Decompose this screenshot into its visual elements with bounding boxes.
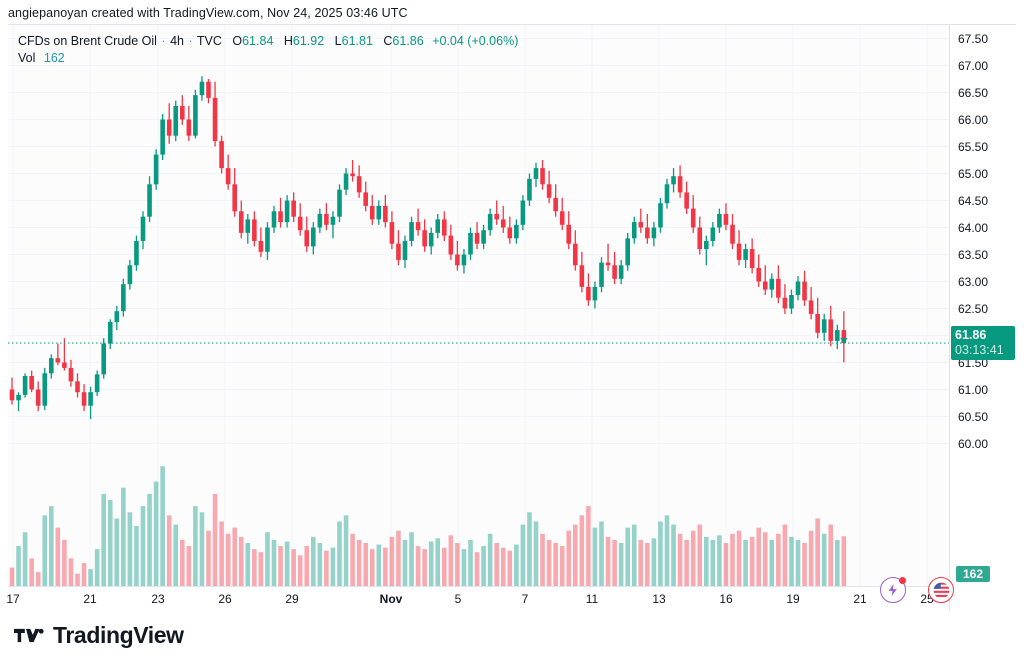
time-axis-tick: 16 (719, 592, 733, 606)
time-axis-tick: 17 (6, 592, 20, 606)
chart-frame: CFDs on Brent Crude Oil · 4h · TVC O61.8… (6, 24, 1016, 611)
time-axis-tick: Nov (379, 592, 403, 606)
candlestick-series (9, 76, 847, 420)
price-axis-tick: 64.50 (958, 193, 989, 208)
time-axis-tick: 7 (521, 592, 529, 606)
attribution-text: angiepanoyan created with TradingView.co… (8, 6, 408, 20)
chart-plot-area[interactable] (8, 25, 949, 586)
price-axis-tick: 60.00 (958, 436, 989, 451)
price-axis-tick: 64.00 (958, 220, 989, 235)
time-axis-tick: 11 (585, 592, 599, 606)
price-axis-tick: 67.50 (958, 31, 989, 46)
volume-badge: 162 (956, 566, 991, 582)
lightning-bolt-icon (888, 584, 897, 596)
last-price-badge: 61.86 03:13:41 (951, 326, 1015, 361)
time-axis-tick: 19 (786, 592, 800, 606)
price-axis-tick: 63.00 (958, 274, 989, 289)
price-axis-tick: 62.50 (958, 301, 989, 316)
tradingview-brand-text: TradingView (53, 622, 184, 648)
price-axis-tick: 65.50 (958, 139, 989, 154)
time-axis-tick: 13 (652, 592, 666, 606)
us-flag-icon (933, 582, 949, 598)
price-axis-tick: 60.50 (958, 409, 989, 424)
price-axis-tick: 67.00 (958, 58, 989, 73)
time-axis-tick: 21 (83, 592, 97, 606)
last-price-line (8, 338, 949, 345)
last-price-value: 61.86 (955, 328, 987, 343)
grid-lines (8, 25, 949, 586)
price-axis-tick: 66.00 (958, 112, 989, 127)
time-axis-tick: 29 (285, 592, 299, 606)
price-axis-tick: 63.50 (958, 247, 989, 262)
price-axis-tick: 61.00 (958, 382, 989, 397)
time-axis-tick: 5 (454, 592, 462, 606)
volume-series (9, 466, 847, 586)
us-flag-button[interactable] (928, 577, 954, 603)
tradingview-footer-logo: TradingView (14, 622, 184, 649)
lightning-bolt-button[interactable] (880, 577, 906, 603)
tradingview-logo-icon (14, 628, 44, 643)
bar-countdown: 03:13:41 (955, 343, 1004, 358)
time-scale[interactable]: 17 21 23 26 29 Nov 5 7 11 13 16 19 21 25 (6, 586, 949, 611)
price-axis-tick: 65.00 (958, 166, 989, 181)
price-scale[interactable]: 61.86 03:13:41 162 67.50 67.00 66.50 66.00 6… (949, 25, 1016, 611)
time-axis-tick: 23 (151, 592, 165, 606)
time-axis-tick: 26 (218, 592, 232, 606)
notification-dot-icon (899, 577, 906, 584)
price-axis-tick: 66.50 (958, 85, 989, 100)
time-axis-tick: 21 (853, 592, 867, 606)
